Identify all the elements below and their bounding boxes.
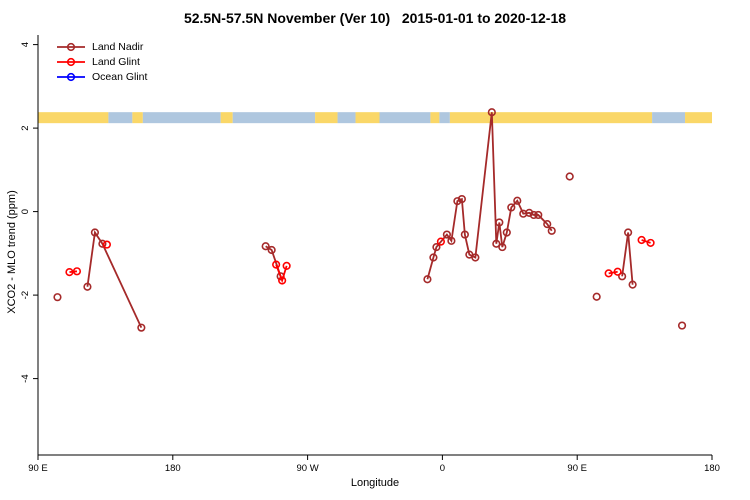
land-nadir-point bbox=[628, 280, 637, 289]
legend-label: Land Glint bbox=[92, 56, 140, 68]
land-glint-point bbox=[272, 260, 281, 269]
x-tick-label: 90 W bbox=[297, 463, 319, 474]
y-tick-label: -4 bbox=[20, 374, 31, 382]
land-glint-point bbox=[282, 261, 291, 270]
land-glint-line bbox=[641, 239, 651, 244]
land-nadir-point bbox=[618, 272, 627, 281]
land-glint-point bbox=[72, 267, 82, 276]
land-nadir-point bbox=[565, 172, 574, 181]
band-segment-ocean bbox=[108, 112, 133, 124]
land-ocean-band bbox=[38, 112, 712, 124]
chart-title: 52.5N-57.5N November (Ver 10) 2015-01-01… bbox=[183, 10, 567, 26]
land-nadir-point bbox=[432, 242, 441, 252]
y-tick-label: 2 bbox=[20, 125, 31, 130]
land-nadir-point bbox=[90, 228, 100, 237]
land-glint-legend-symbol bbox=[57, 57, 85, 67]
land-nadir-point bbox=[442, 230, 451, 239]
land-glint-point bbox=[604, 269, 613, 278]
land-nadir-point bbox=[447, 236, 456, 245]
band-segment-land bbox=[220, 112, 233, 124]
land-nadir-point bbox=[513, 196, 522, 205]
land-nadir-point bbox=[492, 239, 501, 248]
land-nadir-point bbox=[267, 245, 276, 255]
land-glint-line bbox=[608, 270, 618, 275]
band-segment-land bbox=[315, 112, 338, 124]
band-segment-land bbox=[685, 112, 712, 124]
land-nadir-point bbox=[460, 230, 469, 239]
land-nadir-point bbox=[543, 220, 552, 229]
series-land-nadir bbox=[53, 108, 687, 332]
land-glint-point bbox=[65, 268, 74, 277]
land-nadir-point bbox=[471, 253, 480, 262]
land-nadir-point bbox=[83, 282, 92, 291]
band-segment-ocean bbox=[439, 112, 450, 124]
legend-label: Land Nadir bbox=[92, 41, 144, 53]
land-nadir-line bbox=[621, 232, 634, 285]
land-nadir-line bbox=[86, 229, 143, 329]
x-tick-label: 180 bbox=[165, 463, 181, 474]
land-nadir-point bbox=[677, 321, 687, 330]
x-tick-label: 180 bbox=[704, 463, 720, 474]
land-glint-point bbox=[278, 276, 287, 285]
x-tick-label: 90 E bbox=[28, 463, 48, 474]
legend-item-land-nadir: Land Nadir bbox=[56, 40, 147, 54]
band-segment-land bbox=[355, 112, 380, 124]
land-nadir-point bbox=[261, 242, 270, 251]
land-glint-point bbox=[436, 237, 446, 246]
x-tick-label: 0 bbox=[440, 463, 445, 474]
land-nadir-point bbox=[429, 253, 438, 262]
axes: 90 E 180 90 W 0 90 E 180 -4 -2 0 2 4 bbox=[20, 35, 720, 474]
land-nadir-point bbox=[487, 108, 496, 117]
land-nadir-point bbox=[534, 210, 543, 220]
legend-item-ocean-glint: Ocean Glint bbox=[56, 70, 147, 84]
land-nadir-point bbox=[507, 203, 516, 212]
land-nadir-point bbox=[525, 208, 534, 217]
land-nadir-line bbox=[426, 112, 553, 280]
land-nadir-legend-symbol bbox=[57, 42, 85, 52]
land-glint-point bbox=[613, 267, 622, 276]
land-glint-point bbox=[102, 240, 111, 249]
land-nadir-point bbox=[53, 293, 62, 302]
x-tick-label: 90 E bbox=[567, 463, 587, 474]
land-nadir-point bbox=[502, 228, 511, 237]
band-segment-ocean bbox=[232, 112, 316, 124]
legend-label: Ocean Glint bbox=[92, 71, 148, 83]
land-nadir-point bbox=[457, 194, 466, 204]
y-tick-label: 4 bbox=[20, 42, 31, 47]
land-nadir-point bbox=[423, 275, 432, 284]
y-tick-label: 0 bbox=[20, 209, 31, 214]
land-nadir-point bbox=[547, 226, 556, 235]
land-nadir-point bbox=[495, 218, 504, 227]
land-nadir-point bbox=[592, 292, 601, 301]
land-glint-line bbox=[275, 264, 288, 284]
band-segment-land bbox=[449, 112, 653, 124]
series-land-glint bbox=[65, 235, 655, 285]
x-axis-label: Longitude bbox=[350, 477, 400, 489]
band-segment-land bbox=[132, 112, 143, 124]
land-glint-point bbox=[646, 238, 655, 248]
band-segment-ocean bbox=[337, 112, 356, 124]
band-segment-ocean bbox=[142, 112, 221, 124]
land-nadir-point bbox=[137, 323, 146, 332]
land-nadir-point bbox=[498, 242, 507, 252]
land-glint-point bbox=[637, 235, 646, 245]
ocean-glint-legend-symbol bbox=[57, 72, 85, 82]
y-tick-label: -2 bbox=[20, 291, 31, 299]
land-nadir-point bbox=[624, 228, 633, 237]
band-segment-land bbox=[38, 112, 109, 124]
land-nadir-point bbox=[453, 197, 462, 206]
band-segment-land bbox=[430, 112, 440, 124]
legend: Land Nadir Land Glint Ocean Glint bbox=[56, 40, 147, 85]
legend-item-land-glint: Land Glint bbox=[56, 55, 147, 69]
land-nadir-point bbox=[98, 239, 107, 248]
land-nadir-point bbox=[529, 210, 538, 220]
band-segment-ocean bbox=[652, 112, 686, 124]
band-segment-ocean bbox=[379, 112, 431, 124]
